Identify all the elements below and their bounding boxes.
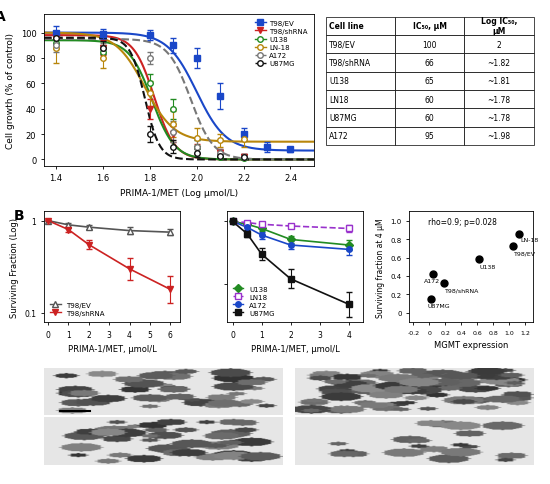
X-axis label: PRIMA-1/MET, μmol/L: PRIMA-1/MET, μmol/L (251, 345, 339, 354)
Text: T98/shRNA: T98/shRNA (445, 288, 479, 293)
Text: T98/EV: T98/EV (514, 251, 536, 256)
Y-axis label: Surviving Fraction (Log): Surviving Fraction (Log) (10, 217, 19, 317)
Text: A172: A172 (424, 279, 440, 284)
Legend: U138, LN18, A172, U87MG: U138, LN18, A172, U87MG (230, 283, 277, 319)
Legend: T98/EV, T98/shRNA, U138, LN-18, A172, U87MG: T98/EV, T98/shRNA, U138, LN-18, A172, U8… (252, 18, 310, 70)
Y-axis label: Cell growth (% of control): Cell growth (% of control) (6, 32, 15, 149)
X-axis label: PRIMA-1/MET, μmol/L: PRIMA-1/MET, μmol/L (68, 345, 157, 354)
X-axis label: MGMT expression: MGMT expression (434, 341, 509, 349)
Text: U87MG: U87MG (427, 304, 450, 309)
Text: LN-18: LN-18 (520, 238, 538, 242)
X-axis label: PRIMA-1/MET (Log μmol/L): PRIMA-1/MET (Log μmol/L) (120, 189, 238, 197)
Text: rho=0.9; p=0.028: rho=0.9; p=0.028 (428, 217, 497, 227)
Legend: T98/EV, T98/shRNA: T98/EV, T98/shRNA (47, 300, 107, 319)
Text: B: B (14, 209, 25, 223)
Y-axis label: Surviving fraction at 4 μM: Surviving fraction at 4 μM (376, 217, 385, 317)
Text: A: A (0, 10, 6, 24)
Text: U138: U138 (480, 264, 496, 269)
